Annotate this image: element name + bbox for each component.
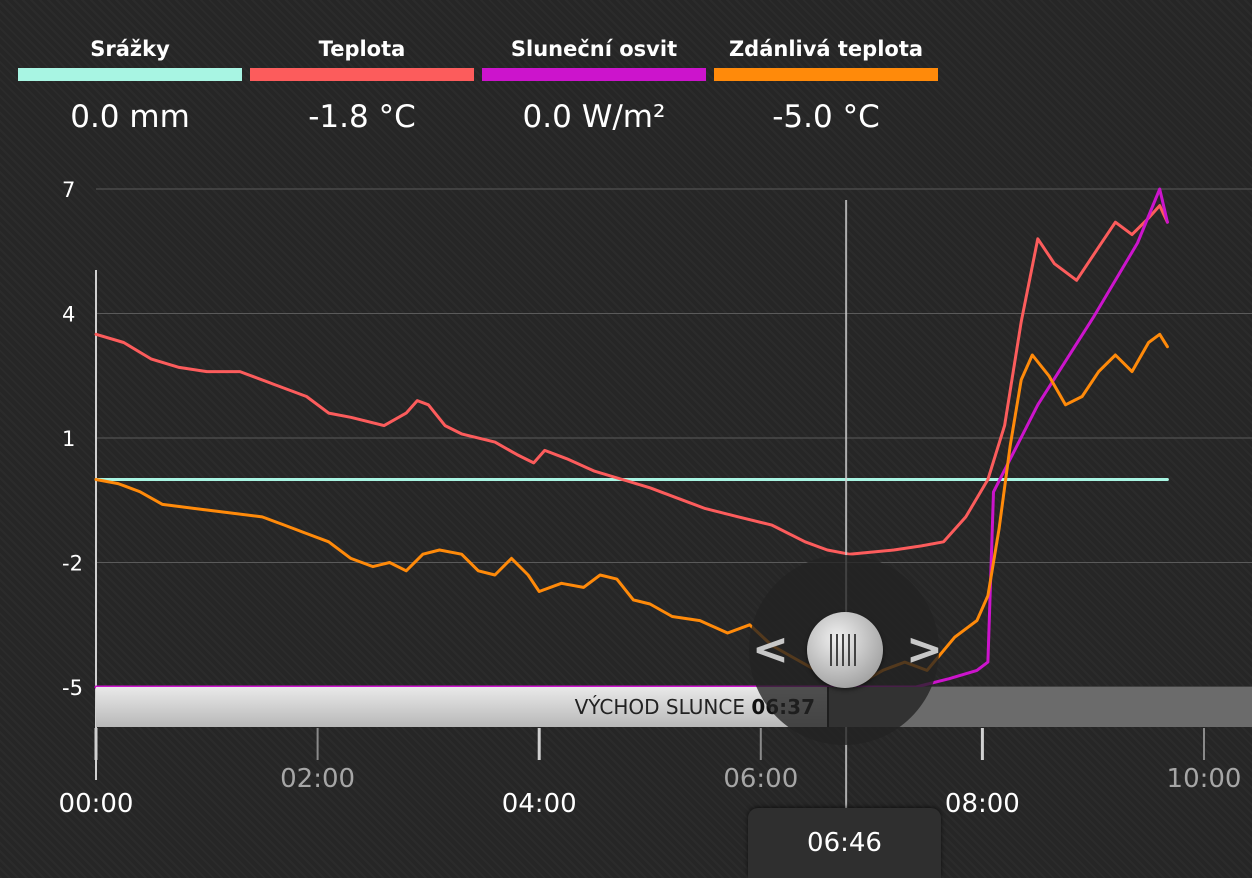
sunrise-label-text: VÝCHOD SLUNCE xyxy=(574,695,745,719)
x-tick-label: 06:00 xyxy=(723,764,798,794)
legend-value: -1.8 °C xyxy=(308,99,416,135)
cursor-time-label: 06:46 xyxy=(748,808,941,878)
legend-value: 0.0 W/m² xyxy=(522,99,666,135)
time-slider-handle[interactable] xyxy=(807,612,883,688)
legend-color-bar xyxy=(482,68,706,81)
legend-item-slunecni-osvit[interactable]: Sluneční osvit 0.0 W/m² xyxy=(482,34,706,135)
legend-color-bar xyxy=(250,68,474,81)
legend-label: Srážky xyxy=(90,37,170,61)
y-tick-label: 7 xyxy=(62,178,75,202)
grip-icon xyxy=(830,634,860,666)
legend-item-teplota[interactable]: Teplota -1.8 °C xyxy=(250,34,474,135)
x-tick-label: 02:00 xyxy=(280,764,355,794)
chevron-right-icon[interactable]: > xyxy=(906,624,943,675)
x-axis: 00:00 02:00 04:00 06:00 08:00 10:00 xyxy=(59,728,1242,819)
x-tick-label: 04:00 xyxy=(502,789,577,819)
legend-item-srazky[interactable]: Srážky 0.0 mm xyxy=(18,34,242,135)
y-tick-label: -5 xyxy=(62,676,83,700)
x-tick-label: 08:00 xyxy=(945,789,1020,819)
legend-value: -5.0 °C xyxy=(772,99,880,135)
y-tick-label: 4 xyxy=(62,303,75,327)
legend-color-bar xyxy=(18,68,242,81)
legend-item-zdanliva-teplota[interactable]: Zdánlivá teplota -5.0 °C xyxy=(714,34,938,135)
series-line xyxy=(94,332,1169,685)
legend-value: 0.0 mm xyxy=(70,99,190,135)
chevron-left-icon[interactable]: < xyxy=(752,624,789,675)
x-tick-label: 10:00 xyxy=(1167,764,1242,794)
x-tick-label: 00:00 xyxy=(59,789,134,819)
legend-label: Teplota xyxy=(318,37,406,61)
sunrise-bar: VÝCHOD SLUNCE 06:37 xyxy=(96,687,1252,727)
y-tick-label: -2 xyxy=(62,552,83,576)
legend-color-bar xyxy=(714,68,938,81)
legend-label: Zdánlivá teplota xyxy=(728,37,924,61)
series-line xyxy=(94,204,1169,556)
legend-label: Sluneční osvit xyxy=(510,37,678,61)
y-axis: -5 -2 1 4 7 xyxy=(62,178,83,700)
sunrise-band: VÝCHOD SLUNCE 06:37 xyxy=(96,687,829,727)
y-tick-label: 1 xyxy=(62,427,75,451)
